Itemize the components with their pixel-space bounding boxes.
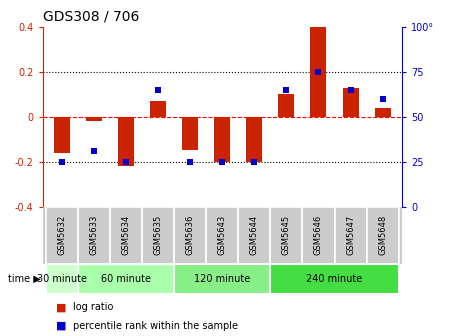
Bar <box>150 101 166 117</box>
Text: GDS308 / 706: GDS308 / 706 <box>43 9 139 24</box>
Text: log ratio: log ratio <box>73 302 114 312</box>
Point <box>347 87 354 92</box>
Text: GSM5635: GSM5635 <box>154 215 163 255</box>
Bar <box>118 117 134 166</box>
Bar <box>110 207 142 264</box>
Bar <box>270 264 399 294</box>
Point <box>315 69 322 75</box>
Text: 240 minute: 240 minute <box>306 274 363 284</box>
Text: ■: ■ <box>56 321 66 331</box>
Text: GSM5633: GSM5633 <box>89 215 98 255</box>
Bar <box>238 207 270 264</box>
Bar <box>182 117 198 151</box>
Bar <box>78 264 174 294</box>
Bar <box>54 117 70 153</box>
Bar <box>335 207 366 264</box>
Point <box>90 148 97 154</box>
Point <box>58 159 66 164</box>
Text: GSM5646: GSM5646 <box>314 215 323 255</box>
Text: GSM5643: GSM5643 <box>218 215 227 255</box>
Point <box>187 159 194 164</box>
Bar <box>86 117 102 121</box>
Bar <box>174 207 206 264</box>
Point <box>154 87 162 92</box>
Text: 30 minute: 30 minute <box>37 274 87 284</box>
Bar <box>270 207 303 264</box>
Point <box>379 96 386 101</box>
Text: GSM5634: GSM5634 <box>122 215 131 255</box>
Bar <box>142 207 174 264</box>
Bar <box>46 207 78 264</box>
Text: 120 minute: 120 minute <box>194 274 251 284</box>
Bar <box>78 207 110 264</box>
Text: GSM5632: GSM5632 <box>57 215 66 255</box>
Point <box>283 87 290 92</box>
Bar <box>366 207 399 264</box>
Point <box>219 159 226 164</box>
Bar <box>343 88 359 117</box>
Text: GSM5648: GSM5648 <box>378 215 387 255</box>
Bar <box>303 207 335 264</box>
Point <box>251 159 258 164</box>
Text: ■: ■ <box>56 302 66 312</box>
Text: GSM5647: GSM5647 <box>346 215 355 255</box>
Text: GSM5644: GSM5644 <box>250 215 259 255</box>
Text: GSM5645: GSM5645 <box>282 215 291 255</box>
Bar <box>174 264 270 294</box>
Bar <box>214 117 230 162</box>
Bar <box>310 27 326 117</box>
Bar <box>247 117 262 162</box>
Bar <box>374 108 391 117</box>
Point <box>123 159 130 164</box>
Text: time ▶: time ▶ <box>8 274 40 284</box>
Bar <box>46 264 78 294</box>
Text: 60 minute: 60 minute <box>101 274 151 284</box>
Text: GSM5636: GSM5636 <box>186 215 195 255</box>
Bar <box>278 94 295 117</box>
Bar <box>206 207 238 264</box>
Text: percentile rank within the sample: percentile rank within the sample <box>73 321 238 331</box>
